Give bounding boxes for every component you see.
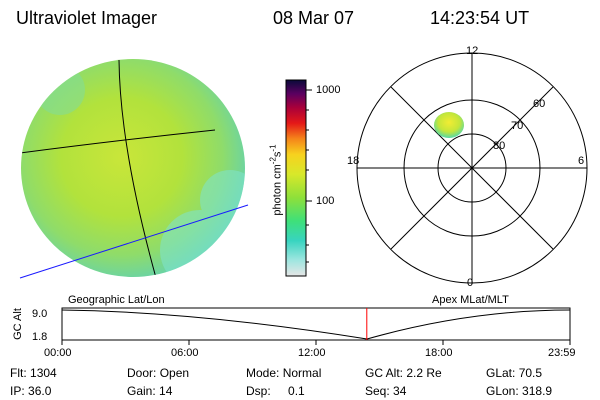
apex-label: Apex MLat/MLT <box>432 294 509 306</box>
colorbar-unit-label: photon cm-2s-1 <box>268 144 284 216</box>
geo-line-blue <box>19 204 249 279</box>
info-seq: Seq: 34 <box>365 384 407 398</box>
info-mode: Mode: Normal <box>246 366 322 380</box>
lat-label-60: 60 <box>533 98 546 110</box>
mlt-label-6: 6 <box>578 155 585 167</box>
info-glat: GLat: 70.5 <box>486 366 543 380</box>
aurora-oval <box>434 112 464 138</box>
info-glon: GLon: 318.9 <box>486 384 553 398</box>
info-dsp: Dsp: 0.1 <box>246 384 305 398</box>
timeline-ylabel: GC Alt <box>12 308 24 340</box>
timeline-ytick-9: 9.0 <box>32 308 48 320</box>
timeline-plot <box>61 307 571 345</box>
info-flt: Flt: 1304 <box>10 366 57 380</box>
timeline-xtick-1200: 12:00 <box>298 347 326 359</box>
info-ip: IP: 36.0 <box>10 384 52 398</box>
info-gcalt: GC Alt: 2.2 Re <box>365 366 442 380</box>
lat-label-70: 70 <box>511 120 524 132</box>
timeline-xtick-1800: 18:00 <box>425 347 453 359</box>
mlt-label-0: 0 <box>467 277 474 289</box>
timeline-ytick-1-8: 1.8 <box>32 331 48 343</box>
earth-image <box>19 59 249 279</box>
info-gain: Gain: 14 <box>127 384 173 398</box>
colorbar-tick-100: 100 <box>316 195 335 207</box>
info-door: Door: Open <box>127 366 190 380</box>
mlt-label-12: 12 <box>466 45 479 57</box>
colorbar-tick-1000: 1000 <box>316 84 341 96</box>
geo-graticule <box>21 59 216 277</box>
colorbar <box>285 79 312 277</box>
lat-label-80: 80 <box>493 140 506 152</box>
date-label: 08 Mar 07 <box>273 8 355 28</box>
altitude-curve <box>61 309 571 340</box>
time-label: 14:23:54 UT <box>430 8 530 28</box>
timeline-xtick-2359: 23:59 <box>548 347 576 359</box>
timeline-xtick-0000: 00:00 <box>44 347 72 359</box>
timeline-xtick-0600: 06:00 <box>171 347 199 359</box>
instrument-title: Ultraviolet Imager <box>16 8 158 28</box>
polar-plot <box>356 52 588 284</box>
mlt-label-18: 18 <box>347 155 360 167</box>
geo-label: Geographic Lat/Lon <box>68 294 165 306</box>
